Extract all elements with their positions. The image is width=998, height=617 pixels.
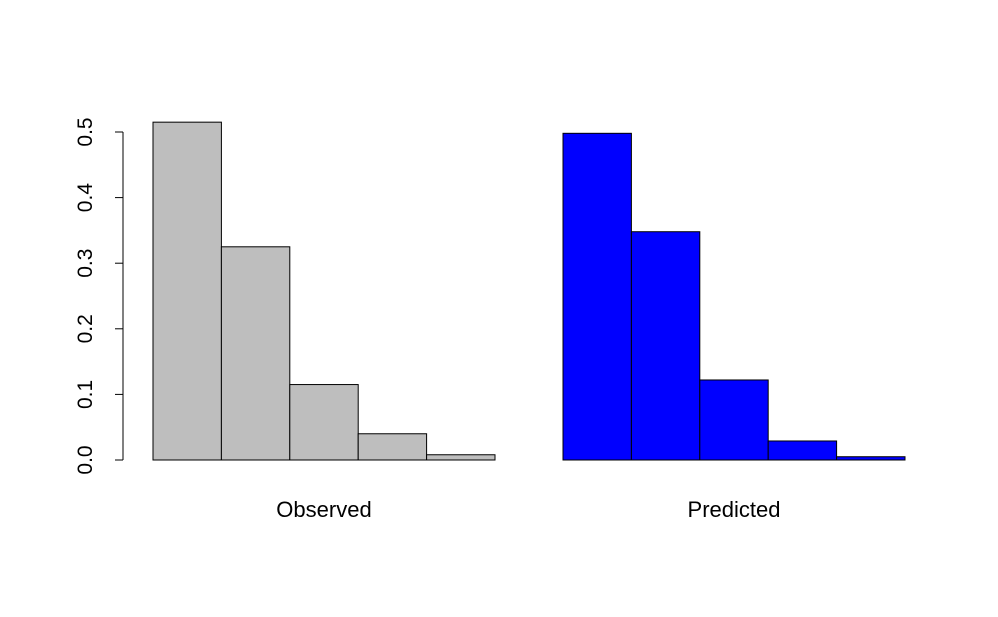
predicted-bar: [562, 132, 632, 461]
observed-bar: [220, 246, 291, 461]
y-tick-label: 0.0: [74, 445, 97, 474]
bars: [152, 121, 906, 461]
y-tick-label: 0.4: [74, 183, 97, 213]
predicted-bar: [630, 231, 701, 461]
group-labels: Observed Predicted: [276, 497, 780, 522]
y-tick-label: 0.5: [74, 117, 97, 146]
y-tick-label: 0.1: [74, 380, 97, 409]
predicted-bar: [836, 456, 906, 461]
y-axis: 0.0 0.1 0.2 0.3 0.4 0.5: [74, 117, 124, 475]
group-label-predicted: Predicted: [688, 497, 781, 522]
observed-bar: [357, 433, 428, 461]
predicted-bar: [767, 440, 838, 461]
observed-bar: [289, 384, 359, 461]
y-tick-label: 0.2: [74, 314, 97, 343]
y-tick-label: 0.3: [74, 249, 97, 278]
observed-bar: [152, 121, 222, 461]
group-label-observed: Observed: [276, 497, 371, 522]
predicted-bar: [699, 379, 769, 461]
observed-bar: [426, 454, 496, 461]
